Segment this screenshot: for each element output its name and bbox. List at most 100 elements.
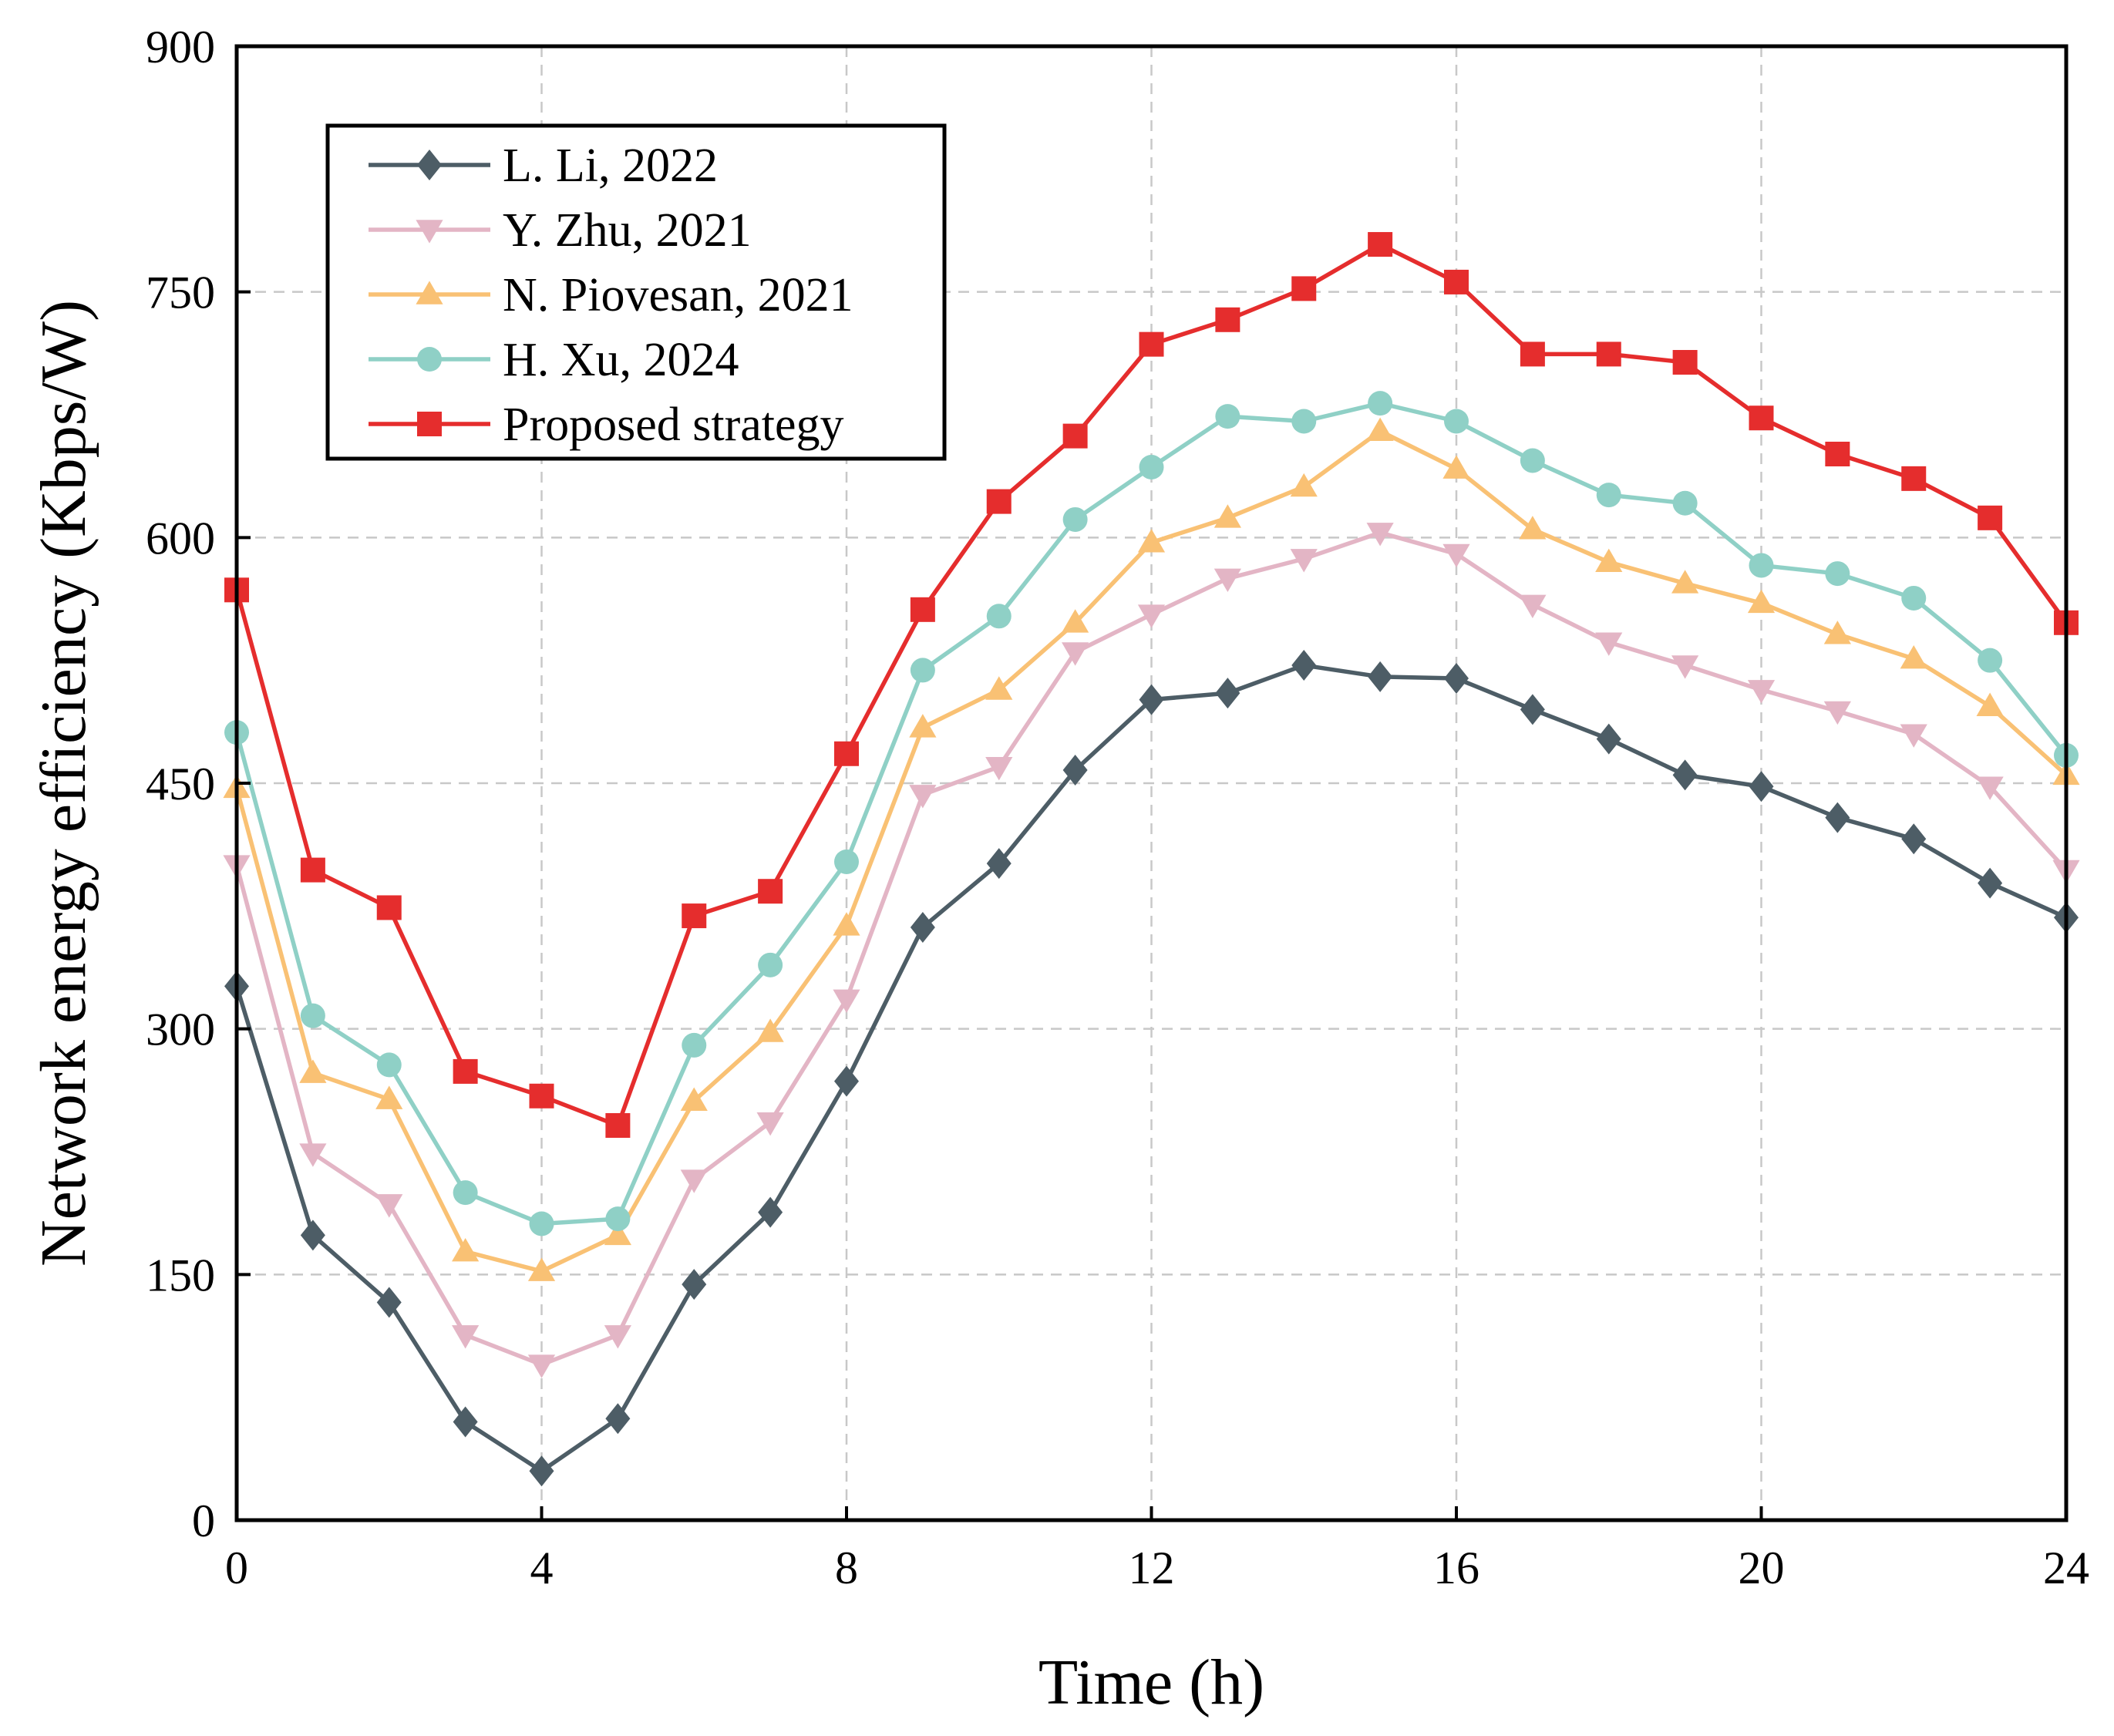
data-point xyxy=(834,849,859,874)
data-point xyxy=(833,912,860,936)
data-point xyxy=(909,714,937,738)
data-point xyxy=(1137,604,1166,628)
data-point xyxy=(1978,867,2003,899)
data-point xyxy=(1596,483,1621,508)
data-point xyxy=(1444,269,1469,294)
data-point xyxy=(1062,423,1088,449)
data-point xyxy=(1520,694,1545,725)
data-point xyxy=(527,1257,556,1281)
data-point xyxy=(682,903,707,929)
legend-marker xyxy=(416,220,443,244)
x-axis-title: Time (h) xyxy=(1038,1647,1264,1718)
data-point xyxy=(1139,684,1164,715)
data-point xyxy=(1368,661,1393,692)
data-point xyxy=(1825,802,1850,833)
legend-label: Y. Zhu, 2021 xyxy=(503,204,752,257)
data-point xyxy=(604,1325,631,1349)
data-point xyxy=(1444,409,1469,434)
data-point xyxy=(1671,570,1699,594)
data-point xyxy=(1823,621,1851,644)
data-point xyxy=(376,1287,402,1318)
data-point xyxy=(680,1087,708,1111)
data-point xyxy=(1139,331,1164,357)
data-point xyxy=(1214,568,1241,593)
data-point xyxy=(986,848,1012,880)
data-point xyxy=(375,1085,403,1109)
data-point xyxy=(1747,680,1776,704)
data-point xyxy=(604,1221,631,1246)
data-point xyxy=(1366,417,1394,442)
legend-entry: N. Piovesan, 2021 xyxy=(369,269,853,321)
data-point xyxy=(1825,441,1850,466)
data-point xyxy=(299,1143,327,1167)
data-point xyxy=(985,676,1013,700)
x-tick-label: 12 xyxy=(1129,1543,1175,1593)
data-point xyxy=(375,1194,403,1218)
legend-label: Proposed strategy xyxy=(503,399,844,451)
data-point xyxy=(1215,307,1240,332)
data-point xyxy=(680,1169,708,1193)
data-point xyxy=(1749,405,1774,431)
y-tick-label: 750 xyxy=(146,267,215,318)
data-point xyxy=(1825,561,1850,587)
data-point xyxy=(1976,776,2004,800)
data-point xyxy=(1519,516,1547,540)
data-point xyxy=(1823,701,1851,725)
data-point xyxy=(1290,473,1318,497)
legend-entry: Proposed strategy xyxy=(369,399,844,451)
data-point xyxy=(1214,504,1241,528)
data-point xyxy=(1901,466,1927,491)
legend-label: H. Xu, 2024 xyxy=(503,334,739,386)
series-4 xyxy=(224,391,2079,1236)
y-tick-label: 450 xyxy=(146,759,215,809)
data-point xyxy=(376,1052,402,1078)
data-point xyxy=(1442,455,1470,479)
data-point xyxy=(1442,543,1470,568)
data-point xyxy=(1672,490,1698,516)
data-point xyxy=(453,1406,478,1438)
data-point xyxy=(453,1180,478,1206)
data-point xyxy=(1749,553,1774,578)
data-point xyxy=(1519,594,1547,619)
data-point xyxy=(605,1403,631,1435)
y-tick-label: 300 xyxy=(146,1004,215,1055)
y-axis-title: Network energy efficiency (Kbps/W) xyxy=(28,300,99,1267)
data-point xyxy=(758,879,783,904)
data-point xyxy=(1595,632,1623,656)
data-point xyxy=(909,785,937,809)
y-tick-label: 150 xyxy=(146,1250,215,1300)
data-point xyxy=(1062,642,1089,666)
data-point xyxy=(300,1003,325,1028)
data-point xyxy=(834,741,859,766)
data-point xyxy=(1291,276,1317,301)
data-point xyxy=(1900,644,1927,669)
data-point xyxy=(985,756,1013,781)
x-tick-label: 4 xyxy=(530,1543,554,1593)
legend: L. Li, 2022 Y. Zhu, 2021 N. Piovesan, 2021… xyxy=(325,123,947,461)
data-point xyxy=(1596,723,1621,755)
data-point xyxy=(1978,505,2003,530)
legend-marker xyxy=(417,347,442,372)
legend-entry: Y. Zhu, 2021 xyxy=(369,204,752,257)
data-point xyxy=(1520,341,1545,367)
data-point xyxy=(910,658,935,683)
legend-label: N. Piovesan, 2021 xyxy=(503,269,853,321)
data-point xyxy=(1368,232,1393,257)
data-point xyxy=(1672,759,1698,791)
x-tick-label: 24 xyxy=(2043,1543,2089,1593)
data-point xyxy=(1901,585,1927,611)
data-point xyxy=(300,857,325,883)
data-point xyxy=(1062,755,1088,786)
data-point xyxy=(833,989,860,1014)
legend-marker xyxy=(417,150,442,180)
data-point xyxy=(529,1211,554,1236)
data-point xyxy=(1595,548,1623,572)
x-tick-label: 16 xyxy=(1433,1543,1479,1593)
data-point xyxy=(1747,589,1776,614)
data-point xyxy=(452,1325,480,1349)
data-point xyxy=(1520,448,1545,473)
data-point xyxy=(1671,655,1699,679)
data-point xyxy=(376,895,402,920)
data-point xyxy=(756,1112,784,1136)
